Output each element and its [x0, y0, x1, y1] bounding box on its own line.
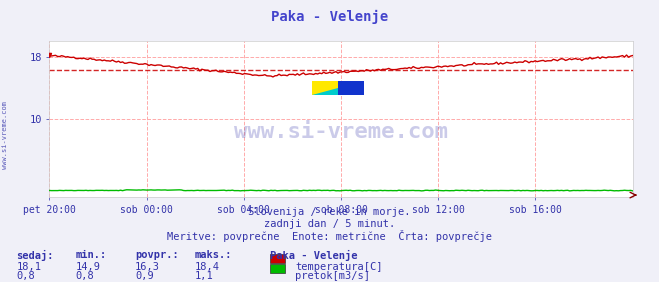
Text: www.si-vreme.com: www.si-vreme.com [2, 101, 9, 169]
Text: min.:: min.: [76, 250, 107, 259]
Text: temperatura[C]: temperatura[C] [295, 262, 383, 272]
Text: Paka - Velenje: Paka - Velenje [270, 250, 358, 261]
Text: povpr.:: povpr.: [135, 250, 179, 259]
Text: maks.:: maks.: [194, 250, 232, 259]
Bar [312, 81, 338, 95]
Text: www.si-vreme.com: www.si-vreme.com [234, 122, 448, 142]
Text: Slovenija / reke in morje.: Slovenija / reke in morje. [248, 207, 411, 217]
Text: Meritve: povprečne  Enote: metrične  Črta: povprečje: Meritve: povprečne Enote: metrične Črta:… [167, 230, 492, 242]
Text: 16,3: 16,3 [135, 262, 160, 272]
Text: 0,8: 0,8 [16, 271, 35, 281]
Text: 14,9: 14,9 [76, 262, 101, 272]
Bar [338, 81, 364, 95]
Text: 0,8: 0,8 [76, 271, 94, 281]
Text: sedaj:: sedaj: [16, 250, 54, 261]
Text: Paka - Velenje: Paka - Velenje [271, 10, 388, 24]
Text: 1,1: 1,1 [194, 271, 213, 281]
Text: pretok[m3/s]: pretok[m3/s] [295, 271, 370, 281]
Text: 18,4: 18,4 [194, 262, 219, 272]
Text: 0,9: 0,9 [135, 271, 154, 281]
Text: zadnji dan / 5 minut.: zadnji dan / 5 minut. [264, 219, 395, 228]
Text: 18,1: 18,1 [16, 262, 42, 272]
Polygon shape [312, 88, 338, 95]
